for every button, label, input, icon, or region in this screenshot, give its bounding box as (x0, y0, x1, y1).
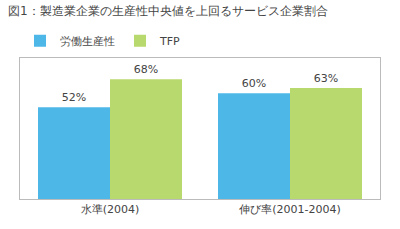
svg-text:図1：製造業企業の生産性中央値を上回るサービス企業割合: 図1：製造業企業の生産性中央値を上回るサービス企業割合 (8, 4, 328, 18)
svg-text:63%: 63% (314, 72, 338, 85)
svg-text:TFP: TFP (159, 35, 180, 48)
svg-text:伸び率(2001-2004): 伸び率(2001-2004) (239, 203, 341, 216)
svg-text:労働生産性: 労働生産性 (60, 35, 115, 48)
svg-text:60%: 60% (242, 77, 266, 90)
svg-text:68%: 68% (134, 63, 158, 76)
svg-text:水準(2004): 水準(2004) (81, 203, 140, 216)
svg-text:52%: 52% (62, 91, 86, 104)
